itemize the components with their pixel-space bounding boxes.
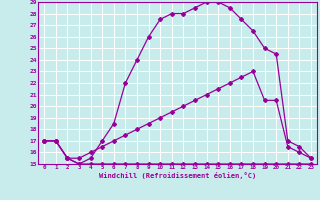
X-axis label: Windchill (Refroidissement éolien,°C): Windchill (Refroidissement éolien,°C)	[99, 172, 256, 179]
